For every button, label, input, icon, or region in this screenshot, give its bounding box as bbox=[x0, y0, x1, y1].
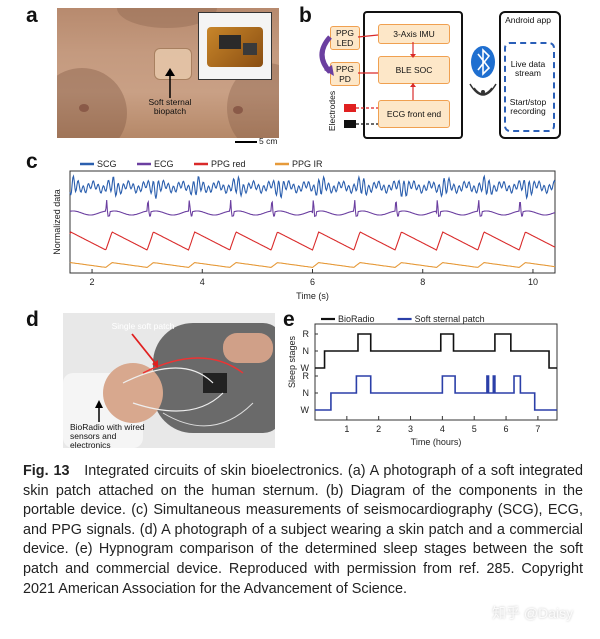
figure-label: Fig. 13 bbox=[23, 463, 70, 479]
ppg-led-box: PPG LED bbox=[330, 26, 360, 50]
x-tick-label: 7 bbox=[535, 424, 540, 434]
x-tick-label: 5 bbox=[472, 424, 477, 434]
app-inner-dashed bbox=[504, 42, 555, 132]
caption-text: Integrated circuits of skin bioelectroni… bbox=[23, 463, 583, 597]
panel-b-letter: b bbox=[299, 4, 312, 27]
legend-label-soft-sternal-patch: Soft sternal patch bbox=[415, 314, 485, 324]
ecg-front-end-box: ECG front end bbox=[378, 100, 450, 128]
x-tick-label: 4 bbox=[200, 277, 205, 287]
panel-a-letter: a bbox=[26, 4, 38, 27]
y-tick-label: R bbox=[303, 371, 310, 381]
patch-pointer-arrow bbox=[131, 333, 158, 368]
y-axis-label: Sleep stages bbox=[287, 335, 297, 388]
figure-caption: Fig. 13 Integrated circuits of skin bioe… bbox=[23, 462, 583, 599]
y-tick-label: N bbox=[303, 388, 310, 398]
imu-box: 3-Axis IMU bbox=[378, 24, 450, 44]
bioradio-arrow bbox=[95, 400, 103, 422]
plot-frame bbox=[314, 323, 558, 421]
signal-chart: SCG ECG PPG red PPG IR 2 4 6 8 10 Time (s) Normali… bbox=[52, 159, 556, 301]
x-tick-label: 2 bbox=[90, 277, 95, 287]
legend-label-ecg: ECG bbox=[154, 159, 174, 169]
series-line-scg bbox=[69, 174, 556, 201]
legend-label-ppg-red: PPG red bbox=[211, 159, 246, 169]
chip bbox=[219, 35, 241, 49]
x-tick-label: 6 bbox=[310, 277, 315, 287]
head bbox=[103, 363, 163, 423]
panel-c-letter: c bbox=[26, 150, 38, 173]
torso-shading bbox=[57, 68, 127, 138]
x-tick-label: 1 bbox=[344, 424, 349, 434]
electrodes-label: Electrodes bbox=[327, 90, 337, 132]
bioradio-label: BioRadio with wired sensors and electron… bbox=[70, 422, 145, 450]
y-axis-label: Normalized data bbox=[52, 189, 62, 255]
wires bbox=[122, 357, 254, 427]
patch-label: Soft sternal biopatch bbox=[148, 97, 192, 116]
x-tick-label: 4 bbox=[440, 424, 445, 434]
app-outline bbox=[499, 11, 561, 139]
live-stream-label: Live data stream bbox=[510, 59, 546, 78]
single-patch-label: Single soft patch bbox=[111, 321, 175, 331]
subject-photo bbox=[63, 313, 275, 448]
series-line-ppg-ir bbox=[69, 262, 555, 268]
x-tick-label: 3 bbox=[408, 424, 413, 434]
series-line-ppg-red bbox=[69, 231, 556, 251]
neck-shading bbox=[117, 8, 217, 28]
series-line-ecg bbox=[69, 199, 556, 218]
legend-label-bioradio: BioRadio bbox=[338, 314, 375, 324]
panel-e-letter: e bbox=[283, 308, 295, 331]
x-tick-label: 2 bbox=[376, 424, 381, 434]
x-tick-label: 6 bbox=[504, 424, 509, 434]
hypnogram-line-soft-sternal-patch bbox=[315, 375, 557, 411]
patch-closeup-photo bbox=[198, 12, 272, 80]
device-outline bbox=[363, 11, 463, 139]
watermark: 知乎 @Daisy bbox=[492, 605, 574, 621]
legend-label-scg: SCG bbox=[97, 159, 117, 169]
device-box bbox=[203, 373, 227, 393]
y-tick-label: R bbox=[303, 329, 310, 339]
app-title: Android app bbox=[505, 15, 551, 25]
patch-arrow bbox=[165, 68, 175, 98]
nipple-right bbox=[233, 106, 243, 114]
scale-bar bbox=[235, 141, 257, 143]
x-axis-label: Time (s) bbox=[296, 291, 329, 301]
ppg-pd-box: PPG PD bbox=[330, 62, 360, 86]
x-tick-label: 8 bbox=[420, 277, 425, 287]
scale-label: 5 cm bbox=[259, 136, 278, 146]
hypnogram-line-bioradio bbox=[315, 333, 557, 369]
legend-label-ppg-ir: PPG IR bbox=[292, 159, 323, 169]
block-diagram-arrows bbox=[319, 34, 497, 128]
x-axis-label: Time (hours) bbox=[411, 437, 462, 447]
y-tick-label: N bbox=[303, 346, 310, 356]
recording-label: Start/stop recording bbox=[509, 97, 547, 116]
panel-d-letter: d bbox=[26, 308, 39, 331]
arm bbox=[223, 333, 273, 363]
chip-2 bbox=[243, 43, 257, 55]
y-tick-label: W bbox=[301, 363, 310, 373]
x-tick-label: 10 bbox=[528, 277, 538, 287]
nipple-left bbox=[79, 104, 89, 112]
y-tick-label: W bbox=[301, 405, 310, 415]
